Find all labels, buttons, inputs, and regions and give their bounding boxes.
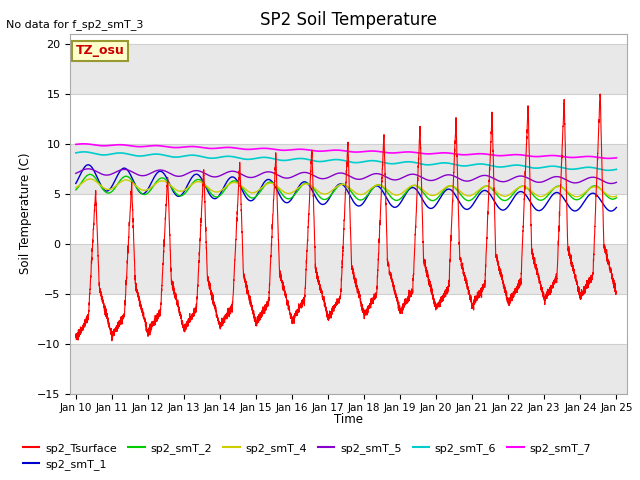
Y-axis label: Soil Temperature (C): Soil Temperature (C) — [19, 153, 32, 275]
sp2_smT_2 — [424, 195, 431, 201]
Bar — [70, 243, 627, 294]
Legend: sp2_Tsurface, sp2_smT_1, sp2_smT_2, sp2_smT_4, sp2_smT_5, sp2_smT_6, sp2_smT_7: sp2_Tsurface, sp2_smT_1, sp2_smT_2, sp2_… — [19, 438, 596, 474]
sp2_smT_5 — [84, 166, 92, 172]
sp2_smT_1 — [612, 204, 620, 210]
sp2_smT_2 — [516, 184, 524, 190]
sp2_smT_2 — [612, 195, 620, 201]
sp2_smT_4 — [476, 187, 483, 192]
sp2_smT_5 — [424, 177, 431, 183]
sp2_smT_4 — [609, 194, 617, 200]
X-axis label: Time: Time — [334, 413, 364, 426]
Line: sp2_smT_6: sp2_smT_6 — [76, 152, 616, 170]
sp2_Tsurface — [612, 290, 620, 296]
sp2_smT_1 — [278, 197, 286, 203]
sp2_smT_4 — [612, 193, 620, 199]
sp2_smT_1 — [476, 192, 483, 197]
Bar — [70, 144, 627, 193]
sp2_Tsurface — [596, 91, 604, 97]
sp2_smT_7 — [80, 141, 88, 147]
sp2_smT_6 — [80, 149, 88, 155]
sp2_smT_1 — [516, 189, 524, 194]
sp2_Tsurface — [476, 291, 483, 297]
sp2_smT_6 — [278, 157, 286, 163]
sp2_smT_7 — [605, 156, 612, 161]
sp2_smT_7 — [396, 150, 404, 156]
Line: sp2_smT_2: sp2_smT_2 — [76, 174, 616, 201]
sp2_smT_2 — [396, 196, 404, 202]
sp2_smT_7 — [424, 151, 431, 157]
Text: TZ_osu: TZ_osu — [76, 44, 125, 58]
sp2_smT_2 — [170, 188, 178, 194]
sp2_smT_4 — [170, 186, 178, 192]
sp2_smT_5 — [516, 173, 524, 179]
sp2_smT_1 — [607, 208, 615, 214]
sp2_smT_4 — [396, 192, 404, 197]
sp2_smT_6 — [424, 162, 431, 168]
sp2_smT_5 — [476, 174, 483, 180]
sp2_smT_1 — [84, 162, 92, 168]
sp2_smT_7 — [516, 152, 524, 158]
sp2_Tsurface — [108, 338, 116, 344]
sp2_smT_7 — [170, 144, 178, 150]
sp2_smT_6 — [170, 154, 178, 160]
sp2_smT_2 — [465, 198, 472, 204]
sp2_Tsurface — [396, 309, 404, 314]
sp2_smT_7 — [278, 147, 286, 153]
Bar — [70, 44, 627, 94]
sp2_smT_4 — [86, 176, 94, 182]
sp2_smT_4 — [516, 184, 524, 190]
sp2_smT_4 — [278, 188, 286, 194]
sp2_smT_1 — [424, 204, 431, 210]
Line: sp2_smT_4: sp2_smT_4 — [76, 179, 616, 197]
sp2_smT_1 — [72, 180, 79, 186]
sp2_Tsurface — [424, 272, 431, 277]
Bar — [70, 344, 627, 394]
sp2_smT_4 — [72, 185, 79, 191]
sp2_smT_7 — [612, 155, 620, 161]
sp2_smT_7 — [476, 151, 483, 156]
Line: sp2_Tsurface: sp2_Tsurface — [76, 94, 616, 341]
Line: sp2_smT_1: sp2_smT_1 — [76, 165, 616, 211]
Line: sp2_smT_7: sp2_smT_7 — [76, 144, 616, 158]
sp2_smT_5 — [612, 180, 620, 185]
sp2_Tsurface — [72, 332, 79, 338]
sp2_smT_6 — [72, 150, 79, 156]
sp2_smT_5 — [278, 174, 286, 180]
sp2_smT_6 — [476, 161, 483, 167]
sp2_smT_2 — [86, 171, 94, 177]
sp2_Tsurface — [516, 277, 524, 283]
sp2_smT_5 — [72, 170, 79, 176]
sp2_Tsurface — [278, 285, 286, 290]
sp2_smT_6 — [604, 168, 612, 173]
sp2_smT_2 — [72, 187, 79, 193]
sp2_smT_6 — [516, 162, 524, 168]
Line: sp2_smT_5: sp2_smT_5 — [76, 169, 616, 183]
sp2_Tsurface — [170, 286, 178, 292]
sp2_smT_4 — [424, 191, 431, 196]
sp2_smT_7 — [72, 142, 79, 147]
Title: SP2 Soil Temperature: SP2 Soil Temperature — [260, 11, 437, 29]
sp2_smT_6 — [612, 167, 620, 172]
sp2_smT_2 — [476, 188, 483, 194]
sp2_smT_5 — [170, 172, 178, 178]
sp2_smT_5 — [396, 176, 404, 181]
Text: No data for f_sp2_smT_3: No data for f_sp2_smT_3 — [6, 19, 144, 30]
sp2_smT_5 — [607, 180, 615, 186]
sp2_smT_6 — [396, 160, 404, 166]
sp2_smT_2 — [278, 192, 286, 198]
sp2_smT_1 — [170, 190, 178, 195]
sp2_smT_1 — [396, 201, 404, 206]
